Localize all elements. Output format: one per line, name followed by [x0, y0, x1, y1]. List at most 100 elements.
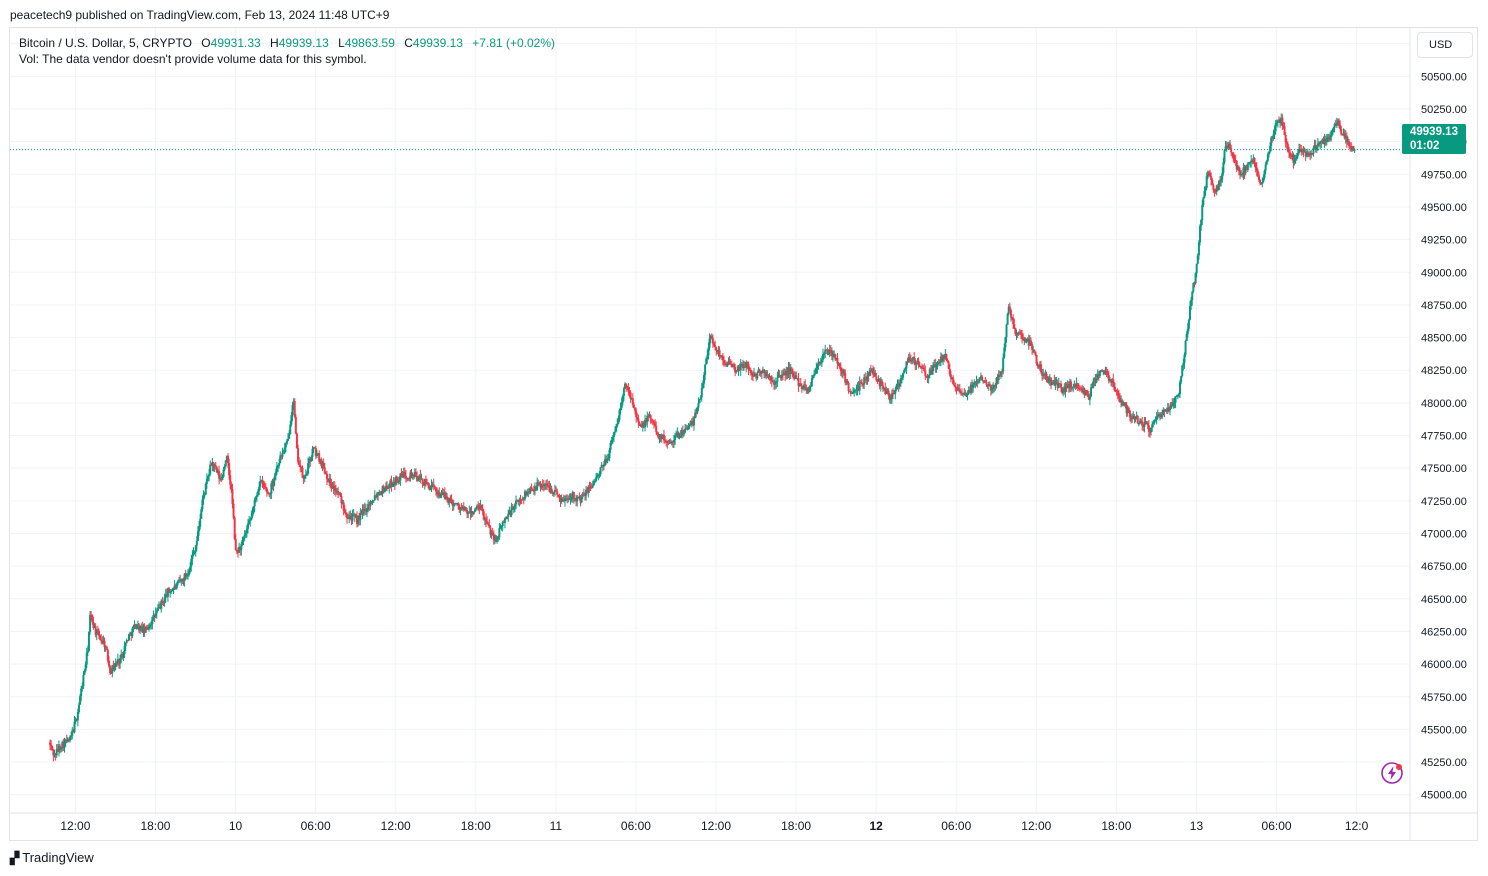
candle-body	[1340, 129, 1343, 135]
candle-body	[91, 615, 94, 623]
candle-body	[472, 512, 475, 515]
candle-body	[758, 369, 761, 373]
candle-body	[1349, 145, 1352, 147]
candle-body	[989, 385, 992, 391]
candle-body	[1282, 125, 1285, 127]
candle-body	[172, 588, 175, 590]
candle-body	[589, 486, 592, 488]
candle-body	[65, 740, 68, 743]
candle-body	[354, 515, 357, 517]
candle-body	[152, 614, 155, 617]
chart-pane[interactable]: 45000.00 45250.00 45500.00 45750.00 46000.00…	[9, 27, 1478, 841]
candle-body	[983, 380, 986, 382]
candle-body	[371, 501, 374, 503]
candle-body	[325, 473, 328, 480]
candle-body	[671, 441, 674, 443]
candle-body	[740, 363, 743, 365]
candle-body	[519, 499, 522, 501]
candle-body	[1052, 380, 1055, 383]
candle-body	[767, 374, 770, 378]
candle-body	[776, 377, 779, 382]
candle-body	[116, 659, 119, 664]
candle-body	[144, 626, 147, 633]
candle-body	[59, 746, 62, 750]
candle-body	[1150, 427, 1153, 433]
candle-body	[308, 459, 311, 464]
candle-body	[670, 441, 673, 444]
candle-body	[1096, 373, 1099, 380]
candle-body	[1135, 416, 1138, 419]
candle-body	[864, 377, 867, 379]
lightning-bolt-icon[interactable]	[1379, 760, 1405, 786]
candle-body	[352, 514, 355, 516]
candle-body	[262, 483, 265, 487]
candle-body	[1243, 167, 1246, 174]
candle-body	[542, 485, 545, 487]
symbol-title[interactable]: Bitcoin / U.S. Dollar, 5, CRYPTO	[19, 36, 192, 50]
candle-body	[1341, 134, 1344, 136]
candle-body	[895, 385, 898, 390]
candle-body	[115, 662, 118, 664]
candlestick-chart[interactable]: 45000.00 45250.00 45500.00 45750.00 46000.00…	[10, 28, 1477, 840]
candle-body	[736, 370, 739, 372]
candle-body	[932, 365, 935, 371]
candle-body	[342, 502, 345, 511]
candle-body	[616, 423, 619, 427]
candle-body	[1209, 172, 1212, 177]
candle-body	[890, 393, 893, 399]
time-tick-label: 18:00	[1101, 819, 1131, 833]
candle-body	[454, 503, 457, 505]
candle-body	[236, 551, 239, 553]
candle-body	[404, 475, 407, 479]
candle-body	[551, 493, 554, 495]
candle-body	[1058, 383, 1061, 385]
candle-body	[572, 491, 575, 500]
candle-body	[1103, 370, 1106, 375]
candle-body	[650, 418, 653, 422]
candle-body	[1136, 416, 1139, 424]
candle-body	[417, 479, 420, 481]
candle-body	[386, 486, 389, 488]
candle-body	[288, 434, 291, 439]
candle-body	[645, 419, 648, 423]
candle-body	[582, 493, 585, 496]
candle-body	[695, 412, 698, 414]
tradingview-brand[interactable]: ▞ TradingView	[10, 850, 94, 865]
candle-body	[509, 510, 512, 515]
candle-body	[995, 377, 998, 386]
candle-body	[604, 459, 607, 466]
candle-body	[854, 390, 857, 392]
candle-body	[779, 375, 782, 379]
candle-body	[1094, 378, 1097, 383]
candle-body	[1126, 407, 1129, 414]
candle-body	[282, 452, 285, 454]
candle-body	[1291, 154, 1294, 157]
candle-body	[485, 518, 488, 522]
candle-body	[1219, 181, 1222, 183]
candle-body	[1217, 181, 1220, 191]
candle-body	[1223, 150, 1226, 163]
candle-body	[1302, 148, 1305, 152]
candle-body	[810, 378, 813, 387]
candle-body	[1011, 317, 1014, 319]
currency-button[interactable]: USD	[1417, 32, 1473, 58]
candle-body	[231, 489, 234, 504]
candle-body	[933, 364, 936, 366]
candle-body	[510, 506, 513, 515]
candle-body	[1290, 155, 1293, 157]
candle-body	[53, 753, 56, 756]
time-tick-label: 12:00	[701, 819, 731, 833]
candle-body	[145, 626, 148, 629]
candle-body	[1155, 416, 1158, 420]
candle-body	[535, 486, 538, 490]
candle-body	[1351, 146, 1354, 150]
candle-body	[734, 366, 737, 373]
candle-body	[274, 471, 277, 477]
candle-body	[1293, 159, 1296, 163]
candle-body	[1160, 414, 1163, 417]
candle-body	[409, 472, 412, 479]
candle-body	[184, 573, 187, 577]
candle-body	[1039, 364, 1042, 373]
candle-body	[926, 376, 929, 379]
candle-body	[228, 463, 231, 476]
